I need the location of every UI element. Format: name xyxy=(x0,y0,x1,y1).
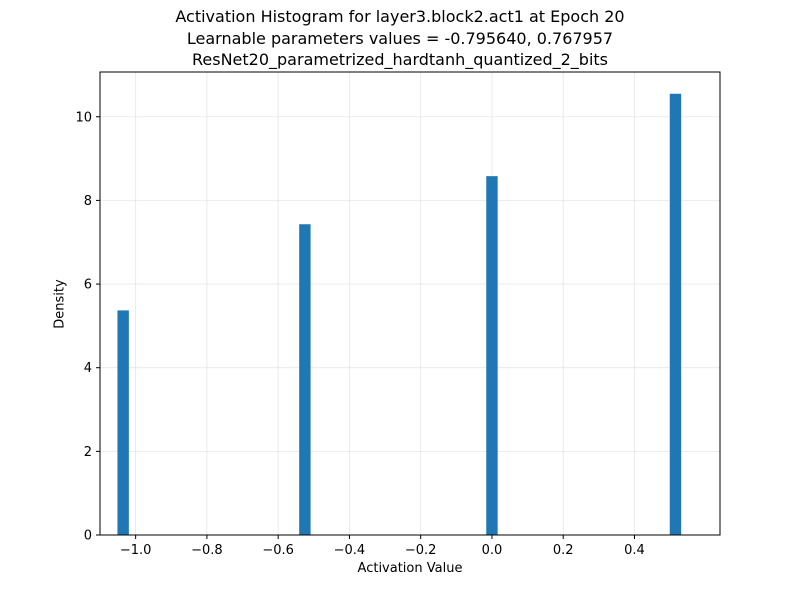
y-tick-label: 6 xyxy=(84,278,92,293)
plot-frame xyxy=(99,71,721,536)
x-axis-label: Activation Value xyxy=(357,561,463,576)
y-tick-label: 4 xyxy=(84,361,92,376)
y-axis-ticks: 0 2 4 6 8 10 xyxy=(75,110,100,544)
chart-title-line-2: Learnable parameters values = -0.795640,… xyxy=(186,29,614,48)
x-tick-label: −0.6 xyxy=(262,543,294,558)
x-axis-ticks: −1.0 −0.8 −0.6 −0.4 −0.2 0.0 0.2 0.4 xyxy=(120,535,645,558)
grid-lines xyxy=(100,72,720,536)
x-tick-label: 0.4 xyxy=(624,543,645,558)
x-tick-label: −0.8 xyxy=(191,543,223,558)
x-tick-label: 0.2 xyxy=(553,543,574,558)
histogram-bar xyxy=(669,93,682,535)
chart-title-line-3: ResNet20_parametrized_hardtanh_quantized… xyxy=(192,50,608,69)
histogram-bar xyxy=(299,224,311,535)
y-tick-label: 0 xyxy=(84,529,92,544)
chart-title-line-1: Activation Histogram for layer3.block2.a… xyxy=(175,7,625,26)
y-tick-label: 10 xyxy=(75,110,92,125)
histogram-bars xyxy=(117,93,682,536)
histogram-bar xyxy=(486,176,498,536)
x-tick-label: −0.2 xyxy=(405,543,437,558)
y-tick-label: 2 xyxy=(84,445,92,460)
x-tick-label: 0.0 xyxy=(482,543,503,558)
y-tick-label: 8 xyxy=(84,194,92,209)
x-tick-label: −1.0 xyxy=(120,543,152,558)
x-tick-label: −0.4 xyxy=(334,543,366,558)
histogram-bar xyxy=(117,310,129,535)
y-axis-label: Density xyxy=(52,279,68,329)
